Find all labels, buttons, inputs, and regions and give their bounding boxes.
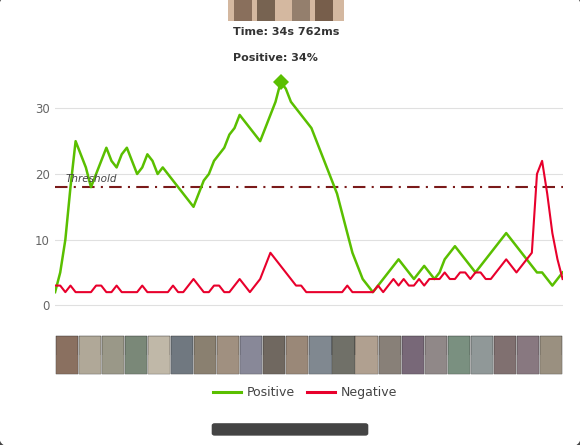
Bar bbox=[263, 336, 285, 374]
Bar bbox=[425, 355, 447, 374]
Bar bbox=[240, 355, 262, 374]
Bar bbox=[401, 355, 424, 374]
Bar bbox=[494, 355, 516, 374]
Bar bbox=[148, 355, 170, 374]
Bar bbox=[425, 336, 447, 374]
Bar bbox=[287, 336, 309, 374]
Bar bbox=[102, 355, 124, 374]
Bar bbox=[194, 336, 216, 374]
Bar bbox=[292, 0, 310, 21]
Text: Threshold: Threshold bbox=[66, 174, 117, 185]
Bar bbox=[517, 336, 539, 374]
Bar bbox=[148, 336, 170, 374]
Bar bbox=[217, 355, 239, 374]
Bar bbox=[171, 336, 193, 374]
Bar bbox=[316, 0, 333, 21]
Bar bbox=[517, 355, 539, 374]
Bar bbox=[125, 355, 147, 374]
Bar bbox=[217, 336, 239, 374]
Bar bbox=[471, 355, 493, 374]
Bar bbox=[309, 355, 332, 374]
Bar bbox=[540, 355, 562, 374]
Bar bbox=[332, 336, 354, 374]
Bar bbox=[240, 336, 262, 374]
Bar bbox=[79, 355, 101, 374]
Text: Positive: Positive bbox=[246, 386, 295, 399]
Bar bbox=[356, 336, 378, 374]
Bar bbox=[540, 336, 562, 374]
Bar bbox=[258, 0, 275, 21]
Bar bbox=[448, 355, 470, 374]
Text: Negative: Negative bbox=[340, 386, 397, 399]
Bar bbox=[56, 336, 78, 374]
Text: Time: 34s 762ms: Time: 34s 762ms bbox=[233, 27, 339, 37]
Bar bbox=[287, 355, 309, 374]
Bar bbox=[79, 336, 101, 374]
Bar bbox=[471, 336, 493, 374]
Bar bbox=[171, 355, 193, 374]
Bar bbox=[448, 336, 470, 374]
Bar bbox=[234, 0, 252, 21]
FancyBboxPatch shape bbox=[212, 423, 368, 436]
Bar bbox=[56, 355, 78, 374]
Bar bbox=[356, 355, 378, 374]
Text: Positive: 34%: Positive: 34% bbox=[233, 53, 318, 63]
Bar bbox=[309, 336, 332, 374]
Bar bbox=[332, 355, 354, 374]
Bar bbox=[263, 355, 285, 374]
Bar bbox=[125, 336, 147, 374]
Bar bbox=[379, 355, 401, 374]
Bar bbox=[102, 336, 124, 374]
Bar bbox=[379, 336, 401, 374]
Bar bbox=[401, 336, 424, 374]
Bar bbox=[194, 355, 216, 374]
Bar bbox=[494, 336, 516, 374]
